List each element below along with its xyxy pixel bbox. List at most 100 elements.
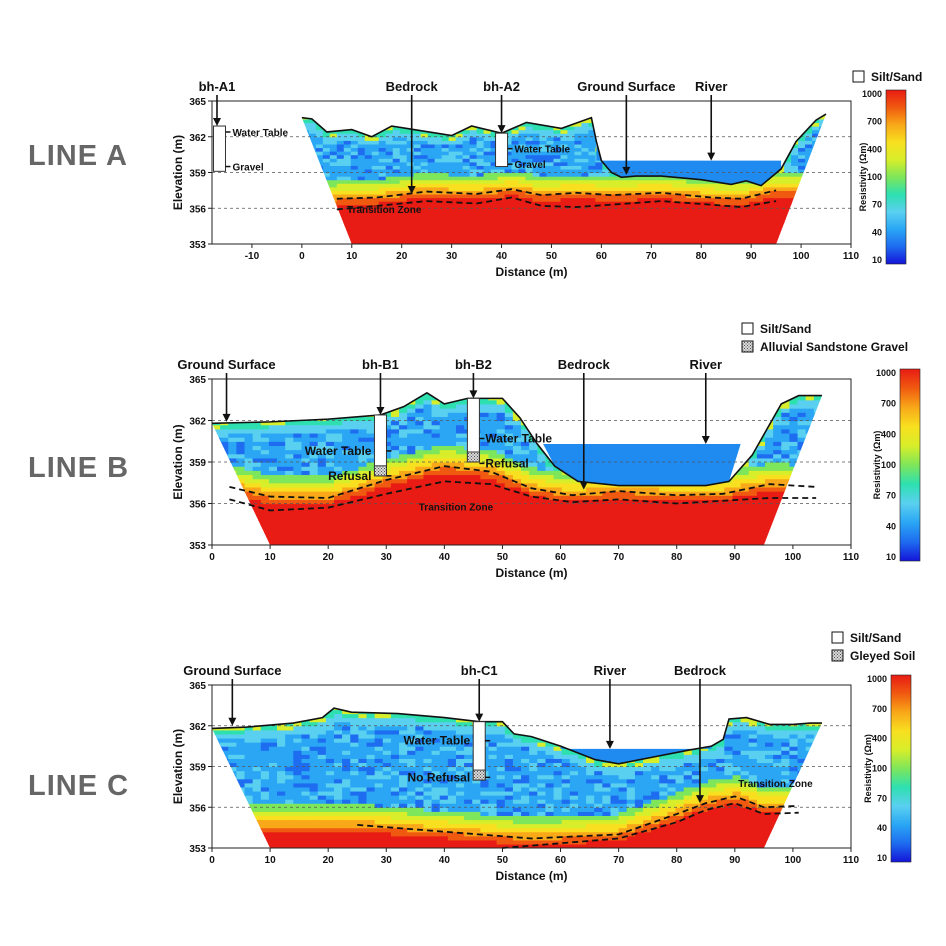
heatmap-cell <box>390 420 400 426</box>
heatmap-cell <box>511 165 520 170</box>
heatmap-cell <box>765 478 774 484</box>
heatmap-cell <box>686 229 694 234</box>
heatmap-cell <box>447 412 457 417</box>
heatmap-cell <box>784 158 792 163</box>
heatmap-cell <box>813 462 822 467</box>
heatmap-cell <box>336 208 345 213</box>
heatmap-cell <box>315 222 324 227</box>
heatmap-cell <box>293 835 303 841</box>
heatmap-cell <box>350 233 359 238</box>
heatmap-cell <box>333 528 343 534</box>
heatmap-cell <box>415 478 425 484</box>
heatmap-cell <box>472 520 481 525</box>
heatmap-cell <box>504 524 514 529</box>
heatmap-cell <box>483 136 492 141</box>
heatmap-cell <box>455 143 464 149</box>
heatmap-cell <box>637 176 645 181</box>
heatmap-cell <box>462 190 471 195</box>
heatmap-cell <box>469 211 478 216</box>
heatmap-cell <box>476 140 485 145</box>
heatmap-cell <box>546 143 555 149</box>
heatmap-cell <box>483 226 492 231</box>
heatmap-cell <box>588 154 596 159</box>
heatmap-cell <box>236 766 246 772</box>
heatmap-cell <box>732 478 742 484</box>
heatmap-cell <box>609 222 617 227</box>
heatmap-cell <box>228 815 237 821</box>
heatmap-cell <box>742 197 750 202</box>
heatmap-cell <box>406 140 415 145</box>
heatmap-cell <box>252 432 262 438</box>
heatmap-cell <box>553 176 562 181</box>
heatmap-cell <box>342 807 351 812</box>
heatmap-cell <box>378 133 387 138</box>
heatmap-cell <box>268 803 278 808</box>
heatmap-cell <box>665 240 673 244</box>
heatmap-cell <box>659 524 669 529</box>
heatmap-cell <box>212 470 221 476</box>
heatmap-cell <box>805 399 815 405</box>
heatmap-cell <box>342 746 351 751</box>
heatmap-cell <box>382 507 392 513</box>
heatmap-cell <box>521 499 530 505</box>
heatmap-cell <box>236 742 246 747</box>
heatmap-cell <box>630 176 638 181</box>
heatmap-cell <box>364 190 373 195</box>
heatmap-cell <box>350 229 359 234</box>
heatmap-cell <box>439 395 449 401</box>
heatmap-cell <box>413 229 422 234</box>
heatmap-cell <box>539 236 548 242</box>
heatmap-cell <box>364 233 373 238</box>
heatmap-cell <box>385 236 394 242</box>
heatmap-cell <box>333 482 343 488</box>
heatmap-cell <box>630 215 638 220</box>
heatmap-cell <box>301 750 311 755</box>
heatmap-cell <box>742 226 750 231</box>
heatmap-cell <box>602 524 612 529</box>
heatmap-cell <box>366 424 376 430</box>
heatmap-cell <box>588 208 596 213</box>
heatmap-cell <box>308 208 317 213</box>
colorbar-tick-label: 100 <box>867 172 882 182</box>
heatmap-cell <box>220 729 229 735</box>
heatmap-cell <box>431 403 441 409</box>
heatmap-cell <box>357 126 366 131</box>
heatmap-cell <box>260 515 270 521</box>
heatmap-cell <box>455 445 465 451</box>
heatmap-cell <box>735 190 743 195</box>
heatmap-cell <box>560 233 569 238</box>
heatmap-cell <box>497 229 506 234</box>
heatmap-cell <box>504 201 513 206</box>
heatmap-cell <box>812 183 820 188</box>
heatmap-cell <box>392 208 401 213</box>
heatmap-cell <box>488 432 498 438</box>
heatmap-cell <box>350 495 359 500</box>
heatmap-cell <box>770 186 778 191</box>
annotation-label: Bedrock <box>558 357 611 372</box>
heatmap-cell <box>366 503 376 509</box>
heatmap-cell <box>325 462 335 467</box>
heatmap-cell <box>602 179 610 184</box>
heatmap-cell <box>252 750 262 755</box>
heatmap-cell <box>212 786 221 792</box>
heatmap-cell <box>252 786 262 792</box>
heatmap-cell <box>285 835 294 841</box>
x-tick-label: 10 <box>346 251 358 262</box>
heatmap-cell <box>707 204 715 209</box>
heatmap-cell <box>476 179 485 184</box>
heatmap-cell <box>364 193 373 199</box>
heatmap-cell <box>301 532 311 538</box>
heatmap-cell <box>805 408 815 413</box>
heatmap-cell <box>342 729 351 735</box>
heatmap-cell <box>399 218 408 224</box>
heatmap-cell <box>721 183 729 188</box>
heatmap-cell <box>504 204 513 209</box>
heatmap-cell <box>462 222 471 227</box>
heatmap-cell <box>439 470 449 476</box>
heatmap-cell <box>504 412 514 417</box>
heatmap-cell <box>586 507 595 513</box>
heatmap-cell <box>301 823 311 829</box>
heatmap-cell <box>228 462 237 467</box>
heatmap-cell <box>724 520 734 525</box>
heatmap-cell <box>455 151 464 156</box>
